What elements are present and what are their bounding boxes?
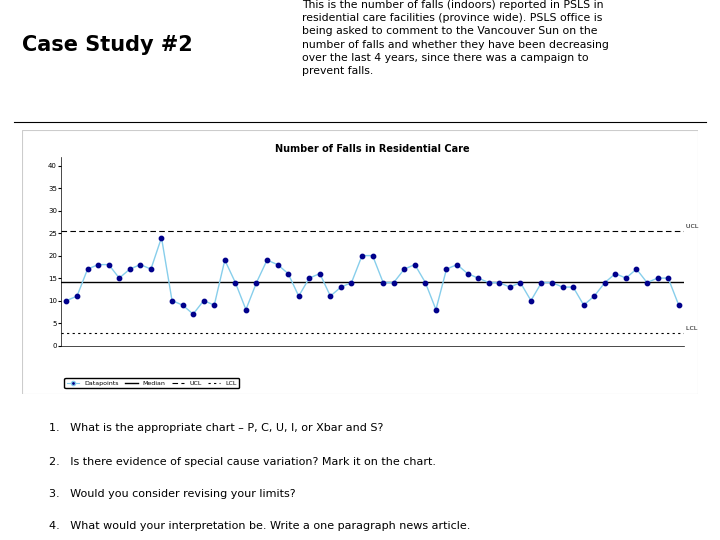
- Point: [420, 278, 431, 287]
- Point: [631, 265, 642, 273]
- Point: [620, 274, 631, 282]
- Point: [251, 278, 262, 287]
- Point: [462, 269, 473, 278]
- Point: [135, 260, 146, 269]
- Point: [398, 265, 410, 273]
- Text: Case Study #2: Case Study #2: [22, 35, 192, 55]
- Point: [103, 260, 114, 269]
- Point: [346, 278, 357, 287]
- Point: [588, 292, 600, 300]
- Point: [60, 296, 72, 305]
- Point: [177, 301, 189, 309]
- Point: [314, 269, 325, 278]
- Point: [356, 251, 368, 260]
- Title: Number of Falls in Residential Care: Number of Falls in Residential Care: [275, 144, 470, 154]
- Point: [219, 256, 230, 265]
- Point: [82, 265, 94, 273]
- Point: [209, 301, 220, 309]
- Point: [230, 278, 241, 287]
- Point: [642, 278, 653, 287]
- Point: [261, 256, 273, 265]
- Point: [536, 278, 547, 287]
- Point: [451, 260, 463, 269]
- Text: 1.   What is the appropriate chart – P, C, U, I, or Xbar and S?: 1. What is the appropriate chart – P, C,…: [49, 423, 384, 434]
- Point: [336, 283, 347, 292]
- Point: [515, 278, 526, 287]
- Point: [240, 305, 252, 314]
- Point: [504, 283, 516, 292]
- Text: 2.   Is there evidence of special cause variation? Mark it on the chart.: 2. Is there evidence of special cause va…: [49, 457, 436, 467]
- Point: [557, 283, 568, 292]
- Point: [525, 296, 536, 305]
- Point: [114, 274, 125, 282]
- Point: [187, 310, 199, 319]
- Point: [388, 278, 400, 287]
- Point: [156, 233, 167, 242]
- Point: [567, 283, 579, 292]
- Point: [599, 278, 611, 287]
- Point: [325, 292, 336, 300]
- Point: [472, 274, 484, 282]
- Point: [673, 301, 685, 309]
- Point: [293, 292, 305, 300]
- Point: [652, 274, 663, 282]
- Point: [610, 269, 621, 278]
- Text: 3.   Would you consider revising your limits?: 3. Would you consider revising your limi…: [49, 489, 296, 499]
- Point: [166, 296, 178, 305]
- Point: [124, 265, 135, 273]
- Text: LCL: LCL: [684, 326, 698, 330]
- Point: [71, 292, 83, 300]
- Text: UCL: UCL: [684, 224, 698, 229]
- Point: [198, 296, 210, 305]
- Point: [430, 305, 441, 314]
- Text: 4.   What would your interpretation be. Write a one paragraph news article.: 4. What would your interpretation be. Wr…: [49, 521, 471, 531]
- Point: [377, 278, 389, 287]
- Text: This is the number of falls (indoors) reported in PSLS in
residential care facil: This is the number of falls (indoors) re…: [302, 0, 609, 76]
- Point: [272, 260, 284, 269]
- Point: [546, 278, 558, 287]
- Point: [662, 274, 674, 282]
- Point: [441, 265, 452, 273]
- Point: [493, 278, 505, 287]
- Point: [92, 260, 104, 269]
- Point: [409, 260, 420, 269]
- Point: [578, 301, 590, 309]
- Legend: Datapoints, Median, UCL, LCL: Datapoints, Median, UCL, LCL: [64, 378, 239, 388]
- Point: [304, 274, 315, 282]
- Point: [366, 251, 379, 260]
- Point: [483, 278, 495, 287]
- Point: [145, 265, 157, 273]
- Point: [282, 269, 294, 278]
